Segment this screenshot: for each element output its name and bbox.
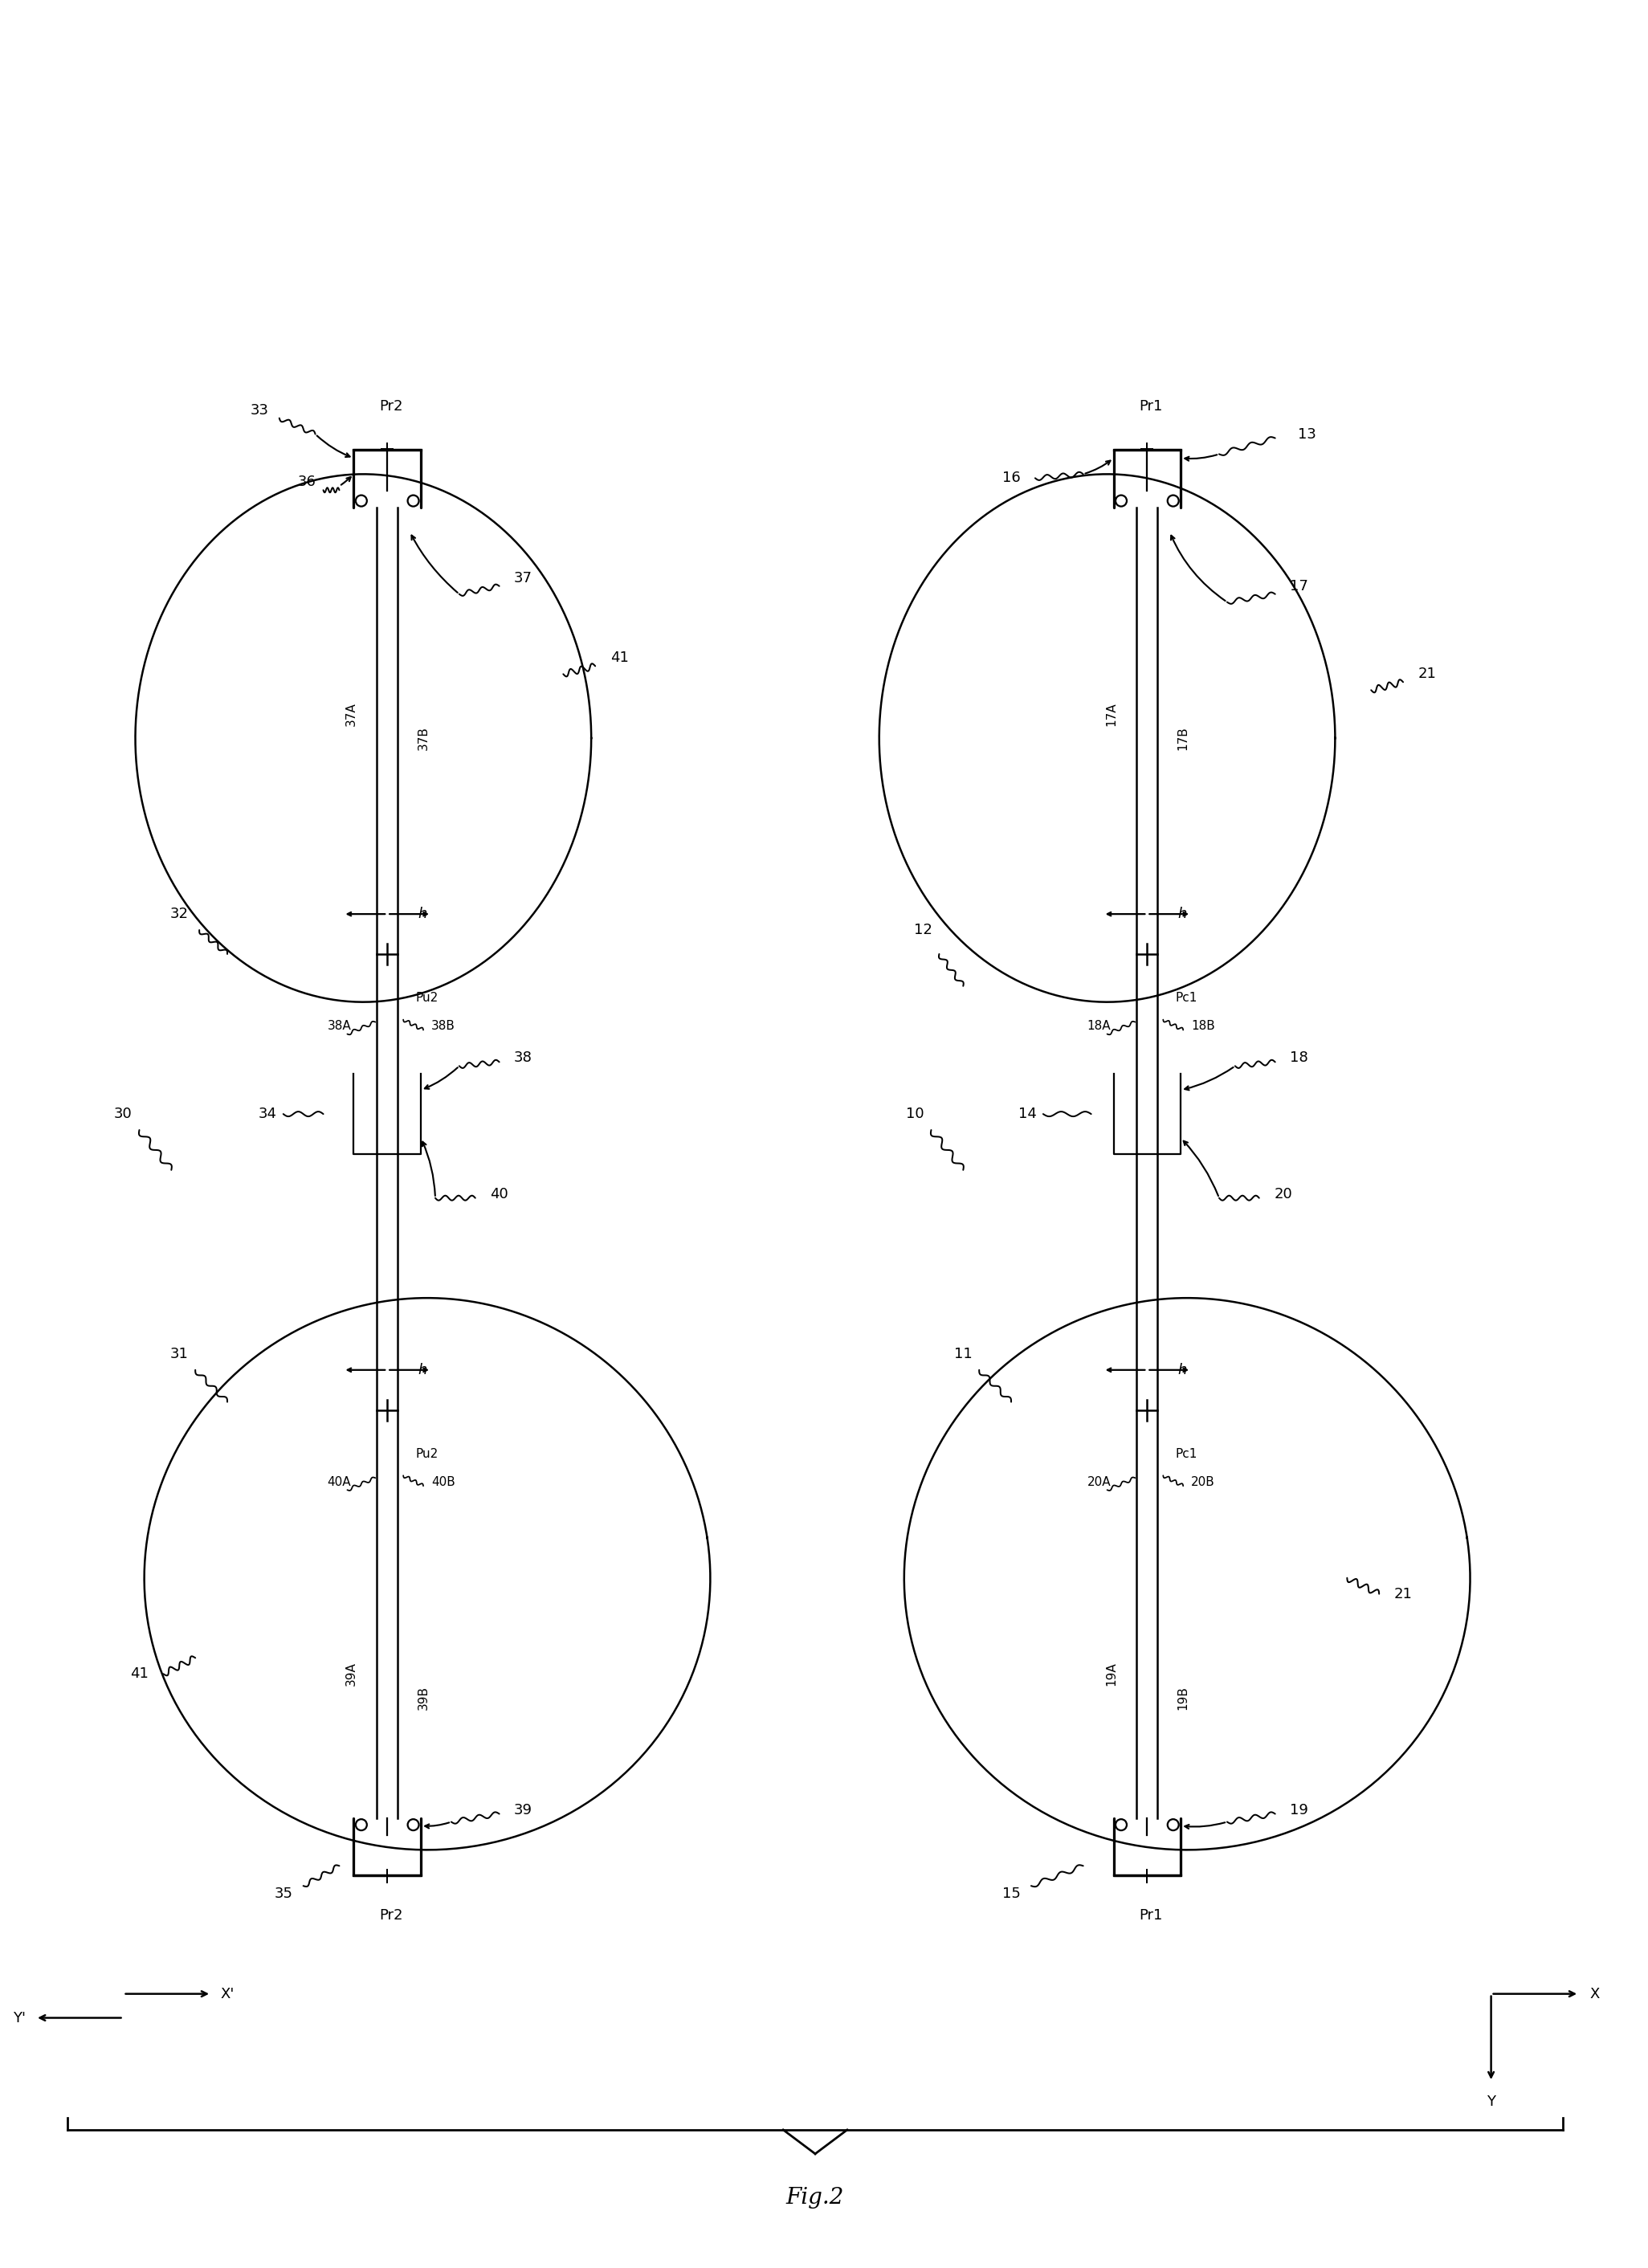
Text: Pr1: Pr1 (1139, 1907, 1163, 1923)
Text: Pr2: Pr2 (379, 1907, 404, 1923)
Text: 40: 40 (489, 1186, 508, 1202)
Text: 19: 19 (1290, 1803, 1309, 1817)
Text: Pc1: Pc1 (1175, 991, 1196, 1005)
Text: 40A: 40A (328, 1476, 351, 1488)
Text: 33: 33 (250, 404, 269, 417)
Text: 12: 12 (915, 923, 933, 937)
Text: 18B: 18B (1192, 1021, 1215, 1032)
Text: 18A: 18A (1088, 1021, 1111, 1032)
Text: Pc1: Pc1 (1175, 1447, 1196, 1461)
Text: 41: 41 (130, 1667, 148, 1681)
Text: 36: 36 (298, 474, 316, 490)
Text: Pr2: Pr2 (379, 399, 404, 413)
Text: 18: 18 (1290, 1050, 1309, 1066)
Text: h: h (1178, 907, 1187, 921)
Text: 15: 15 (1002, 1887, 1020, 1901)
Text: 11: 11 (954, 1347, 972, 1361)
Text: X: X (1590, 1987, 1600, 2000)
Text: Pu2: Pu2 (415, 991, 438, 1005)
Text: Pr1: Pr1 (1139, 399, 1163, 413)
Text: Pu2: Pu2 (415, 1447, 438, 1461)
Text: 38: 38 (514, 1050, 532, 1066)
Text: 37B: 37B (417, 726, 428, 751)
Text: 16: 16 (1002, 472, 1020, 485)
Text: 10: 10 (906, 1107, 925, 1120)
Text: 21: 21 (1417, 667, 1437, 680)
Text: 38A: 38A (328, 1021, 351, 1032)
Text: h: h (417, 1363, 427, 1377)
Text: 17B: 17B (1177, 726, 1190, 751)
Text: 19B: 19B (1177, 1685, 1190, 1710)
Text: 13: 13 (1299, 426, 1317, 442)
Text: 20A: 20A (1088, 1476, 1111, 1488)
Text: 19A: 19A (1106, 1662, 1117, 1685)
Text: 14: 14 (1018, 1107, 1037, 1120)
Text: 20B: 20B (1192, 1476, 1215, 1488)
Text: 35: 35 (274, 1887, 293, 1901)
Text: 30: 30 (114, 1107, 132, 1120)
Text: h: h (417, 907, 427, 921)
Text: X': X' (221, 1987, 234, 2000)
Text: 20: 20 (1274, 1186, 1292, 1202)
Text: Y: Y (1486, 2096, 1495, 2109)
Text: 17A: 17A (1106, 703, 1117, 726)
Text: h: h (1178, 1363, 1187, 1377)
Text: 37A: 37A (346, 703, 358, 726)
Text: 41: 41 (610, 651, 628, 665)
Text: 39: 39 (514, 1803, 532, 1817)
Text: 38B: 38B (432, 1021, 455, 1032)
Text: 32: 32 (170, 907, 188, 921)
Text: 31: 31 (170, 1347, 188, 1361)
Text: 21: 21 (1394, 1588, 1412, 1601)
Text: Y': Y' (13, 2012, 26, 2025)
Text: 17: 17 (1290, 578, 1309, 594)
Text: 39B: 39B (417, 1685, 428, 1710)
Text: 34: 34 (259, 1107, 277, 1120)
Text: 39A: 39A (346, 1662, 358, 1685)
Text: 40B: 40B (432, 1476, 455, 1488)
Text: 37: 37 (514, 572, 532, 585)
Text: Fig.2: Fig.2 (786, 2186, 844, 2209)
